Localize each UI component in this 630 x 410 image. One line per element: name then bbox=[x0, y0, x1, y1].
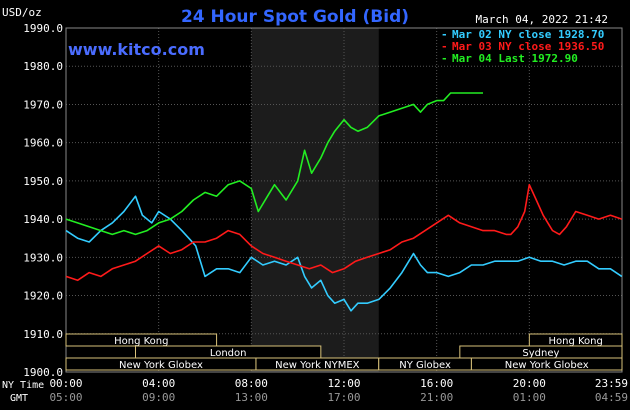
x-tick-label-ny: 20:00 bbox=[513, 377, 546, 390]
legend-entry-mar04: Mar 04 Last 1972.90 bbox=[452, 52, 578, 65]
x-tick-label-gmt: 13:00 bbox=[235, 391, 268, 404]
grid-lines bbox=[66, 27, 622, 373]
y-tick-label: 1910.0 bbox=[23, 328, 63, 341]
nymex-shaded-region bbox=[251, 28, 379, 372]
x-tick-label-gmt: 09:00 bbox=[142, 391, 175, 404]
x-tick-label-ny: 04:00 bbox=[142, 377, 175, 390]
y-tick-label: 1930.0 bbox=[23, 251, 63, 264]
legend-dash-icon: - bbox=[441, 40, 448, 53]
session-label: NY Globex bbox=[399, 360, 451, 371]
session-label: New York Globex bbox=[119, 360, 203, 371]
series-lines bbox=[65, 92, 623, 312]
kitco-watermark[interactable]: www.kitco.com bbox=[68, 40, 205, 59]
y-axis-ticks: 1990.0 1980.0 1970.0 1960.0 1950.0 1940.0 1930… bbox=[23, 22, 63, 379]
x-tick-label-gmt: 21:00 bbox=[420, 391, 453, 404]
x-tick-label-gmt: 01:00 bbox=[513, 391, 546, 404]
series-line-2 bbox=[65, 92, 483, 236]
session-label: Hong Kong bbox=[548, 336, 602, 347]
y-tick-label: 1970.0 bbox=[23, 98, 63, 111]
x-tick-label-ny: 00:00 bbox=[49, 377, 82, 390]
x-tick-label-ny: 23:59 bbox=[595, 377, 628, 390]
unit-label: USD/oz bbox=[2, 6, 42, 19]
x-tick-label-ny: 08:00 bbox=[235, 377, 268, 390]
legend: Mar 02 NY close 1928.70 Mar 03 NY close … bbox=[441, 28, 604, 65]
plot-frame bbox=[65, 27, 623, 373]
y-tick-label: 1950.0 bbox=[23, 175, 63, 188]
y-tick-label: 1980.0 bbox=[23, 60, 63, 73]
x-tick-label-gmt: 04:59 bbox=[595, 391, 628, 404]
timestamp: March 04, 2022 21:42 bbox=[476, 13, 608, 26]
ny-time-label: NY Time bbox=[2, 380, 44, 391]
series-line-1 bbox=[65, 183, 623, 282]
legend-dash-icon: - bbox=[441, 28, 448, 41]
x-tick-label-ny: 16:00 bbox=[420, 377, 453, 390]
session-label: London bbox=[210, 348, 247, 359]
session-bar bbox=[470, 357, 623, 371]
session-label: Sydney bbox=[522, 348, 559, 359]
y-tick-label: 1960.0 bbox=[23, 137, 63, 150]
session-label: Hong Kong bbox=[114, 336, 168, 347]
x-tick-label-gmt: 05:00 bbox=[49, 391, 82, 404]
chart-title: 24 Hour Spot Gold (Bid) bbox=[181, 7, 409, 27]
legend-entry-mar03: Mar 03 NY close 1936.50 bbox=[452, 40, 604, 53]
legend-entry-mar02: Mar 02 NY close 1928.70 bbox=[452, 28, 604, 41]
session-label: New York NYMEX bbox=[275, 360, 360, 371]
y-tick-label: 1900.0 bbox=[23, 366, 63, 379]
series-line-0 bbox=[65, 195, 623, 312]
x-tick-label-gmt: 17:00 bbox=[327, 391, 360, 404]
y-tick-label: 1920.0 bbox=[23, 290, 63, 303]
legend-dash-icon: - bbox=[441, 52, 448, 65]
y-tick-label: 1990.0 bbox=[23, 22, 63, 35]
y-tick-label: 1940.0 bbox=[23, 213, 63, 226]
x-tick-label-ny: 12:00 bbox=[327, 377, 360, 390]
session-label: New York Globex bbox=[505, 360, 589, 371]
gmt-label: GMT bbox=[10, 393, 28, 404]
